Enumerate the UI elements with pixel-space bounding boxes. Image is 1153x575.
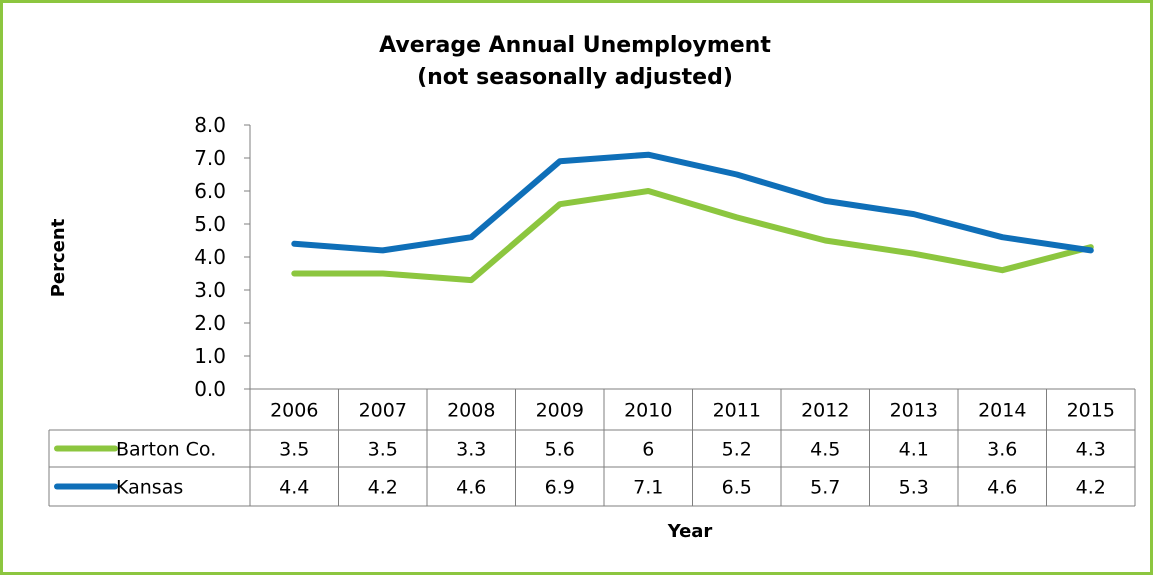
series-line — [291, 188, 1094, 284]
legend-label: Kansas — [116, 477, 183, 499]
y-axis: 0.0 1.0 2.0 3.0 4.0 5.0 6.0 7.0 8.0 — [194, 113, 251, 401]
x-tick-label: 2009 — [536, 400, 584, 422]
x-tick-label: 2010 — [624, 400, 672, 422]
data-table-cell: 6 — [642, 439, 654, 461]
data-table-cell: 5.2 — [722, 439, 752, 461]
y-axis-title: Percent — [48, 218, 69, 297]
data-table: 2006 2007 2008 2009 2010 2011 2012 2013 2014 2015… — [48, 388, 1136, 507]
y-tick-label: 4.0 — [194, 245, 226, 269]
y-tick-label: 2.0 — [194, 311, 226, 335]
data-table-cell: 4.2 — [368, 477, 398, 499]
data-table-cell: 5.6 — [545, 439, 575, 461]
y-tick-label: 3.0 — [194, 278, 226, 302]
data-table-cell: 4.6 — [987, 477, 1017, 499]
x-tick-label: 2008 — [447, 400, 495, 422]
chart-title: Average Annual Unemployment — [379, 33, 771, 58]
x-tick-label: 2015 — [1067, 400, 1115, 422]
data-table-cell: 4.5 — [810, 439, 840, 461]
x-axis-title: Year — [667, 521, 713, 542]
x-tick-label: 2007 — [359, 400, 407, 422]
y-tick-label: 5.0 — [194, 212, 226, 236]
data-table-cell: 4.6 — [456, 477, 486, 499]
data-table-cell: 4.1 — [899, 439, 929, 461]
series-lines — [291, 151, 1094, 284]
y-tick-label: 6.0 — [194, 179, 226, 203]
data-table-cell: 5.3 — [899, 477, 929, 499]
legend-label: Barton Co. — [116, 439, 216, 461]
data-table-cell: 4.2 — [1076, 477, 1106, 499]
data-table-cell: 6.9 — [545, 477, 575, 499]
data-table-cell: 3.5 — [368, 439, 398, 461]
data-table-cell: 3.3 — [456, 439, 486, 461]
data-table-cell: 6.5 — [722, 477, 752, 499]
data-table-cell: 3.5 — [279, 439, 309, 461]
x-tick-label: 2013 — [890, 400, 938, 422]
data-table-cell: 3.6 — [987, 439, 1017, 461]
y-tick-label: 0.0 — [194, 377, 226, 401]
x-tick-label: 2011 — [713, 400, 761, 422]
y-tick-label: 8.0 — [194, 113, 226, 137]
x-tick-label: 2014 — [978, 400, 1026, 422]
chart-subtitle: (not seasonally adjusted) — [417, 65, 733, 90]
x-tick-label: 2006 — [270, 400, 318, 422]
data-table-cell: 4.3 — [1076, 439, 1106, 461]
series-line — [291, 151, 1094, 254]
y-tick-label: 1.0 — [194, 344, 226, 368]
data-table-cell: 5.7 — [810, 477, 840, 499]
x-tick-label: 2012 — [801, 400, 849, 422]
y-tick-label: 7.0 — [194, 146, 226, 170]
data-table-cell: 4.4 — [279, 477, 309, 499]
data-table-cell: 7.1 — [633, 477, 663, 499]
